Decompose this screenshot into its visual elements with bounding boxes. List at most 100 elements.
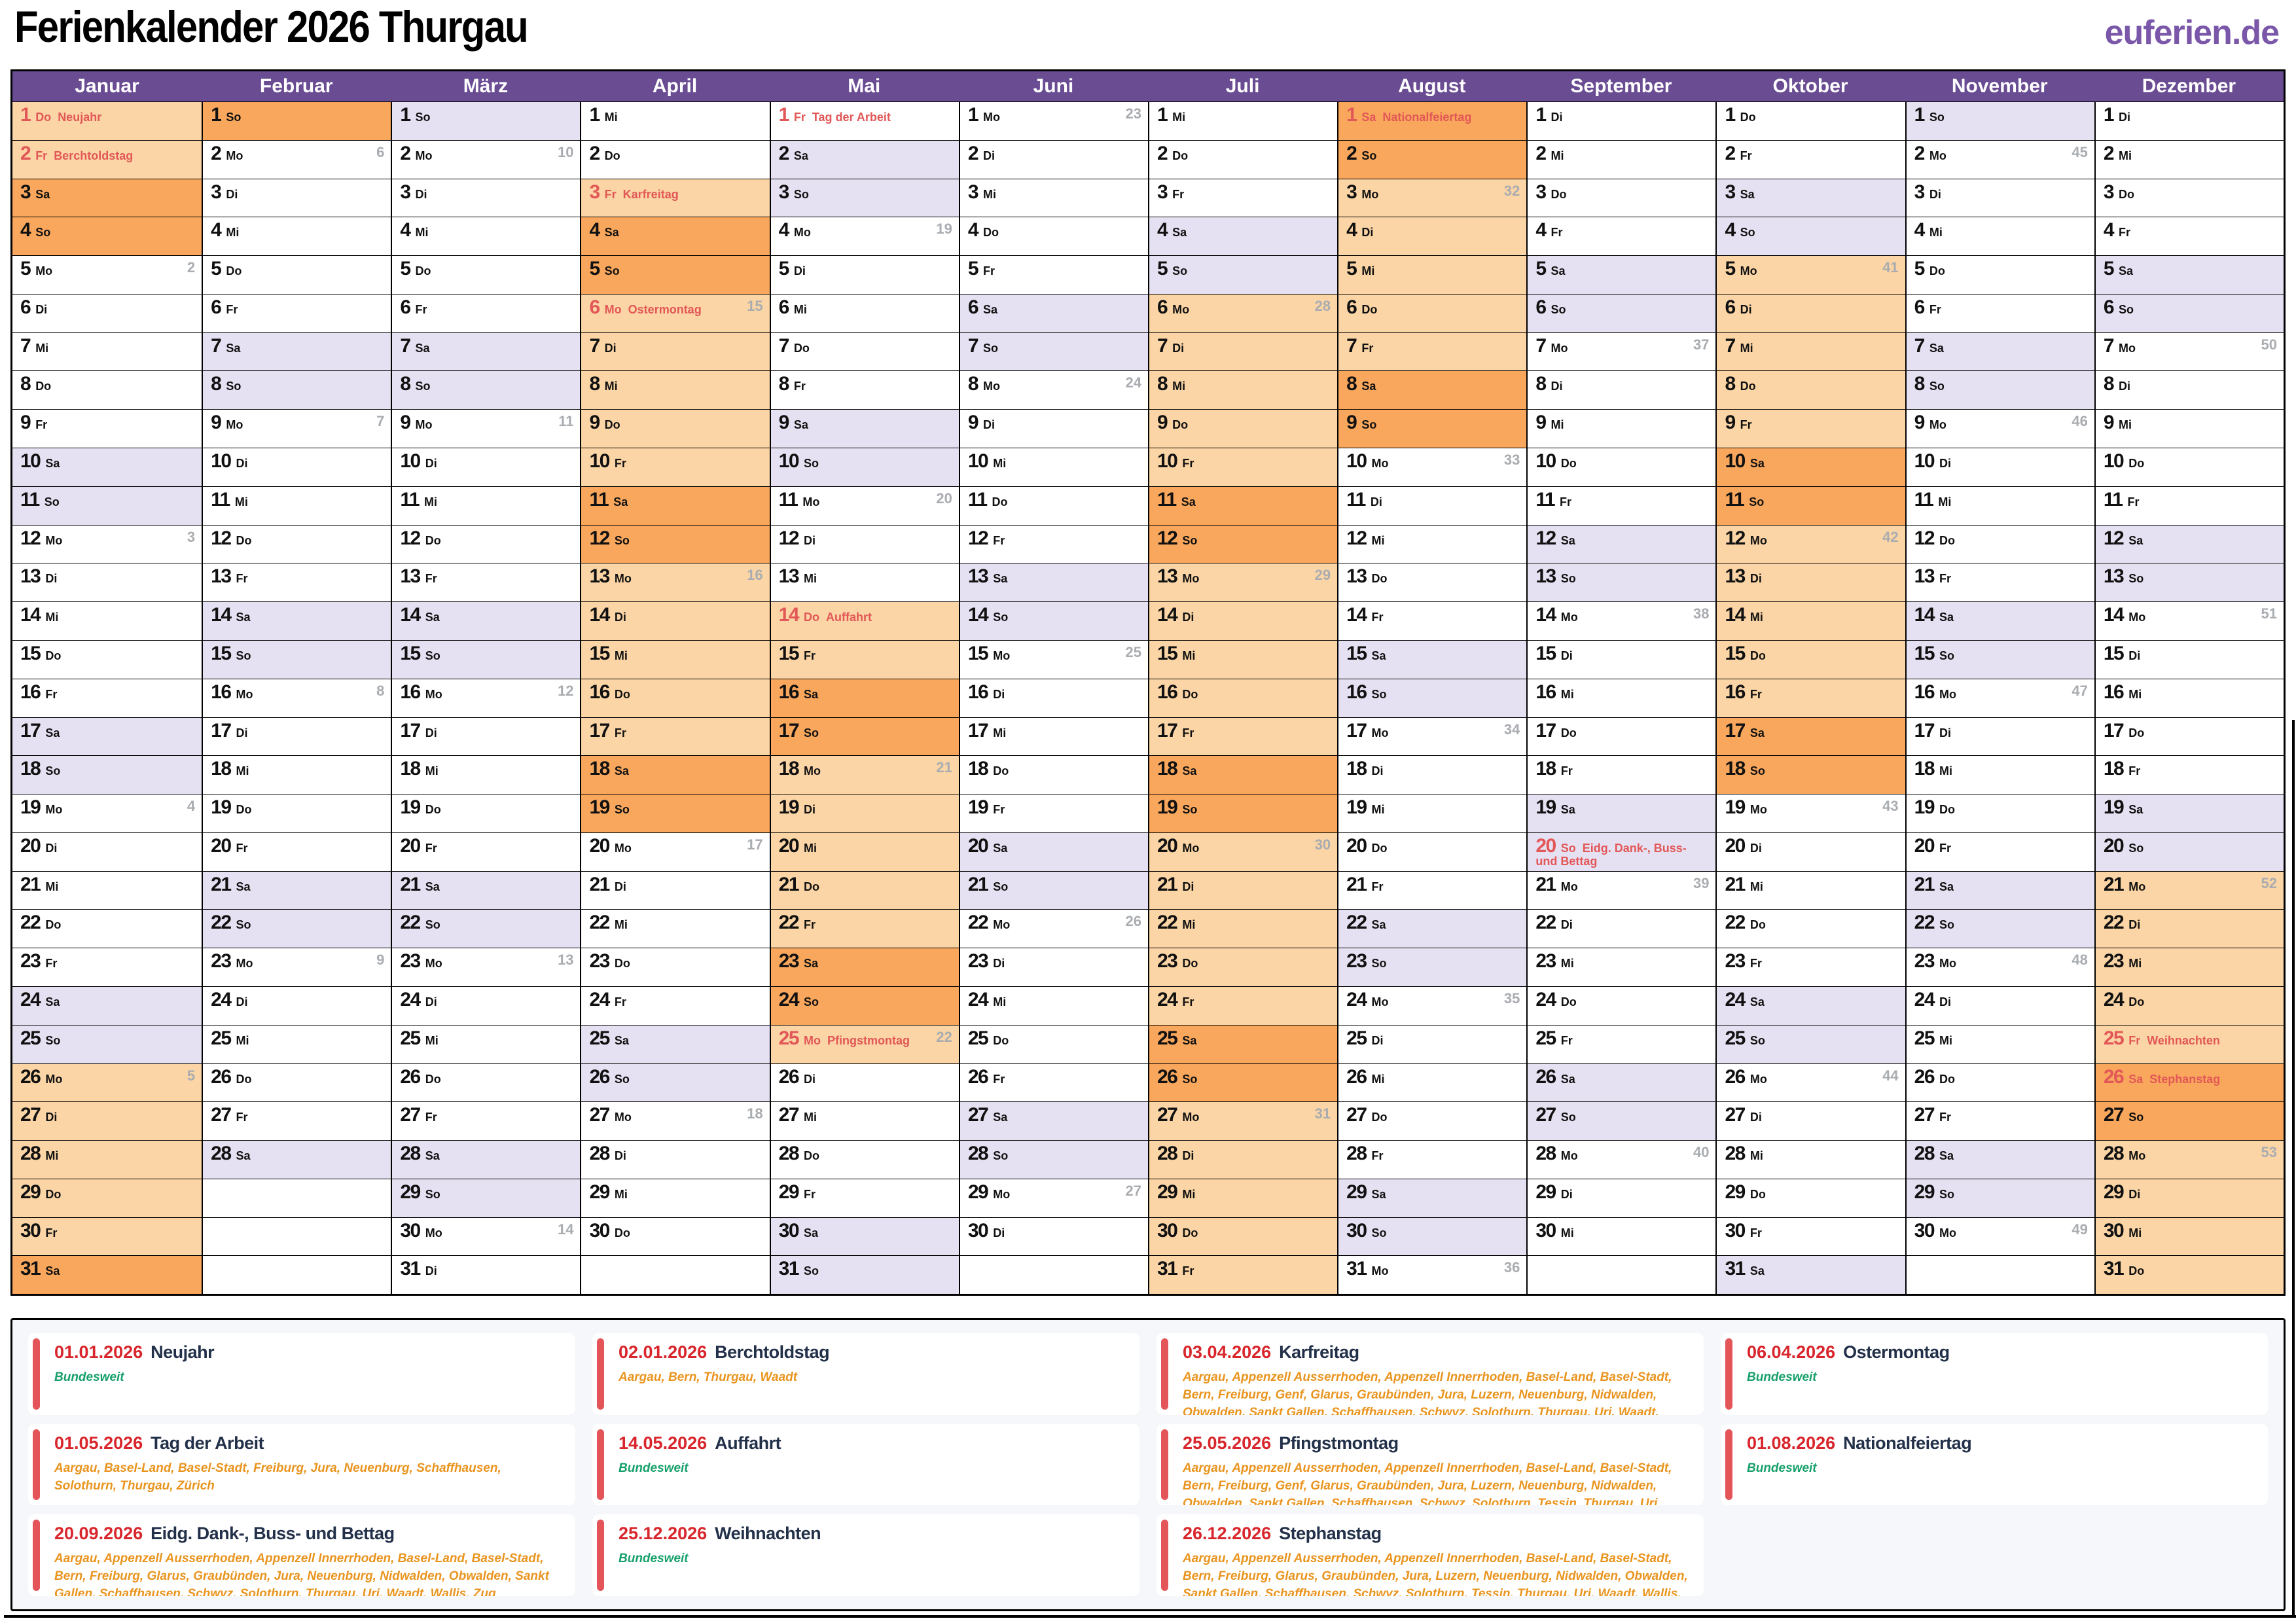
weekday-label: So [226,111,242,124]
day-number: 19 [1914,796,1935,819]
weekday-label: So [45,764,61,778]
day-number: 18 [1535,758,1556,780]
day-cell-mai-3: 3 So [770,178,959,217]
weekday-label: Do [2128,1264,2145,1278]
day-number: 14 [1725,604,1746,626]
day-cell-juli-23: 23 Do [1149,948,1338,986]
day-cell-oktober-5: 5 Mo 41 [1717,255,1905,294]
calendar-grid: 1 Do Neujahr 2 Fr Berchtoldstag 3 Sa 4 So 5 Mo 2 6 Di 7… [12,101,2284,1294]
day-number: 26 [211,1065,232,1088]
weekday-label: Sa [793,149,808,162]
day-cell-februar-empty-31 [203,1255,391,1294]
day-number: 16 [589,681,610,703]
day-number: 6 [778,296,790,318]
weekday-label: Mo [1371,1264,1389,1278]
legend-regions: Bundesweit [1747,1461,1817,1475]
day-cell-august-26: 26 Mi [1338,1063,1527,1102]
weekday-label: Di [804,533,816,547]
day-number: 27 [1725,1104,1746,1126]
day-number: 29 [1157,1181,1178,1203]
day-cell-oktober-9: 9 Fr [1717,409,1905,448]
weekday-label: Sa [236,1149,251,1163]
weekday-label: So [614,803,630,817]
weekday-label: Do [2128,726,2145,740]
day-cell-august-8: 8 Sa [1338,370,1527,410]
day-cell-maerz-1: 1 So [392,101,581,140]
day-cell-oktober-14: 14 Mi [1717,601,1905,640]
month-column-april: 1 Mi 2 Do 3 Fr Karfreitag 4 Sa 5 So 6 Mo Ostermontag 1… [580,101,770,1294]
day-number: 8 [2103,373,2115,395]
legend-holiday-name: Berchtoldstag [715,1342,830,1362]
day-number: 16 [211,681,232,703]
weekday-label: Di [425,1264,437,1278]
page-right-rule [2292,720,2295,1618]
day-cell-juli-14: 14 Di [1149,601,1338,640]
day-cell-oktober-11: 11 So [1717,486,1905,525]
day-cell-august-10: 10 Mo 33 [1338,448,1527,486]
legend-holiday-name: Auffahrt [715,1433,781,1453]
weekday-label: Mo [1939,1226,1957,1240]
weekday-label: Sa [1371,1187,1386,1201]
legend-title-line: 25.05.2026 Pfingstmontag [1183,1433,1691,1454]
day-cell-februar-2: 2 Mo 6 [203,139,391,179]
day-cell-dezember-26: 26 Sa Stephanstag [2095,1063,2284,1102]
day-number: 30 [400,1219,421,1241]
day-number: 24 [778,988,800,1010]
weekday-label: Di [2128,918,2141,932]
day-cell-mai-27: 27 Mi [770,1101,959,1141]
day-number: 22 [1157,912,1178,934]
day-cell-september-8: 8 Di [1528,370,1716,410]
month-header-maerz: März [463,75,509,97]
weekday-label: Mo [1749,533,1767,547]
legend-holiday-name: Weihnachten [715,1524,821,1544]
weekday-label: Fr [1939,841,1952,855]
weekday-label: Do [804,1149,820,1163]
day-cell-september-3: 3 Do [1528,178,1716,217]
day-cell-dezember-13: 13 So [2095,563,2284,602]
day-number: 25 [400,1027,421,1049]
weekday-label: Sa [1551,264,1566,278]
day-cell-oktober-29: 29 Do [1717,1178,1905,1217]
day-number: 20 [589,834,610,857]
week-number: 12 [558,682,574,699]
day-number: 16 [778,681,800,703]
weekday-label: Do [983,226,999,240]
day-cell-mai-30: 30 Sa [770,1217,959,1256]
legend-title-line: 14.05.2026 Auffahrt [619,1433,1126,1454]
day-number: 28 [589,1143,610,1165]
week-number: 8 [376,682,385,699]
day-cell-april-8: 8 Mi [581,370,770,410]
day-number: 11 [778,488,798,510]
weekday-label: Do [604,149,620,162]
day-cell-mai-22: 22 Fr [770,909,959,948]
day-cell-dezember-9: 9 Mi [2095,409,2284,448]
weekday-label: Mi [236,764,249,778]
day-cell-mai-31: 31 So [770,1255,959,1294]
day-cell-april-24: 24 Fr [581,986,770,1025]
day-number: 2 [20,142,31,164]
weekday-label: So [804,726,819,740]
weekday-label: Di [983,149,996,162]
weekday-label: Do [1182,687,1198,701]
weekday-label: Sa [45,726,60,740]
weekday-label: Mi [1929,226,1943,240]
day-cell-juli-16: 16 Do [1149,678,1338,717]
day-cell-januar-12: 12 Mo 3 [12,524,202,563]
weekday-label: Mi [1371,533,1385,547]
site-logo[interactable]: euferien.de [2104,14,2280,52]
day-number: 5 [1346,258,1357,280]
day-cell-januar-28: 28 Mi [12,1140,202,1179]
week-number: 46 [2072,413,2088,430]
week-number: 21 [936,759,952,776]
day-cell-juli-31: 31 Fr [1149,1255,1338,1294]
weekday-label: Mi [1182,918,1196,932]
month-header-januar: Januar [75,75,139,97]
day-cell-januar-21: 21 Mi [12,870,202,910]
weekday-label: Mi [1749,1149,1763,1163]
weekday-label: Mo [1939,687,1957,701]
day-cell-august-13: 13 Do [1338,563,1527,602]
day-number: 15 [1914,642,1935,664]
weekday-label: So [804,995,819,1008]
day-cell-maerz-4: 4 Mi [392,217,581,256]
day-number: 25 [211,1027,232,1049]
